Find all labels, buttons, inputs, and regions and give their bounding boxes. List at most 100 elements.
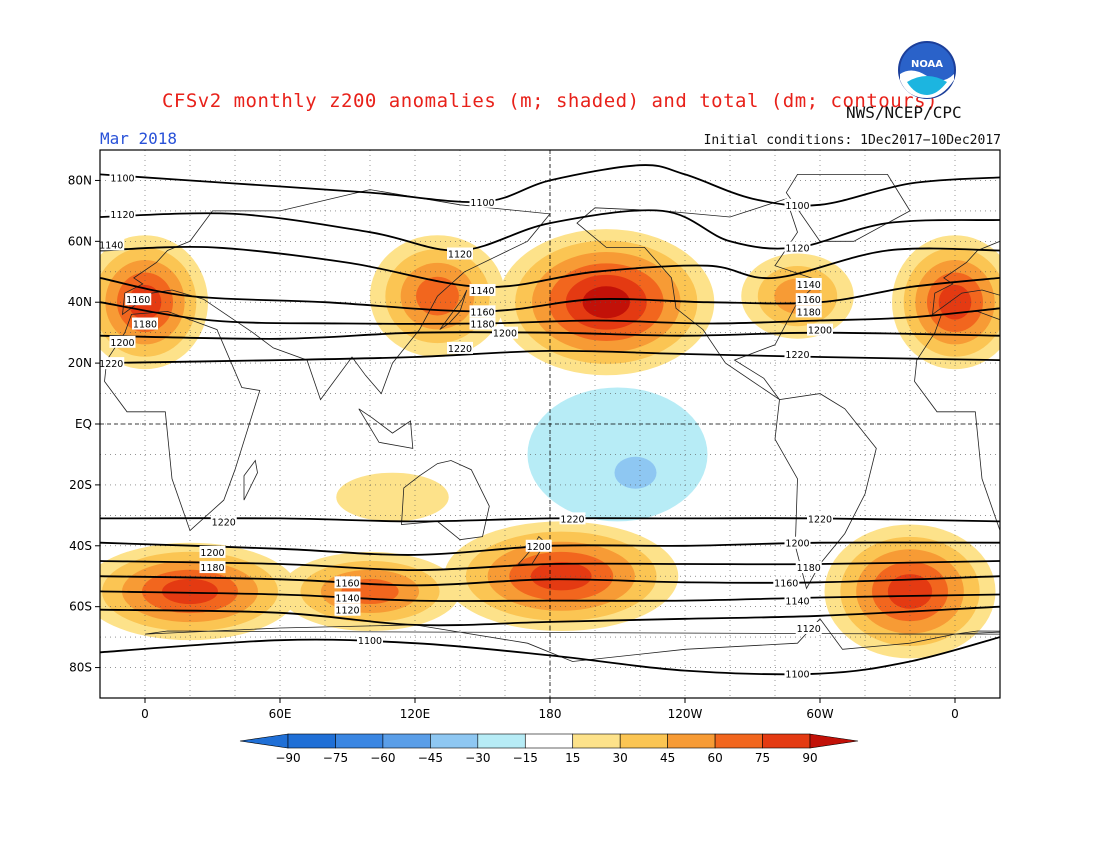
noaa-logo-icon: NOAA (898, 41, 956, 99)
colorbar-label: 15 (565, 751, 580, 765)
contour-label-1100: 1100 (785, 670, 809, 681)
y-tick-label: 60N (68, 234, 92, 248)
coastline-5 (785, 174, 911, 242)
coastlines (104, 174, 1000, 662)
contour-label-1100: 1100 (470, 198, 494, 209)
initial-conditions: Initial conditions: 1Dec2017−10Dec2017 (703, 133, 1001, 148)
contour-label-box (795, 621, 822, 634)
contour-label-1180: 1180 (797, 563, 821, 574)
colorbar-low-arrow (239, 733, 289, 749)
anomaly-blob-5-4 (162, 578, 218, 605)
colorbar-segment (667, 733, 716, 749)
map-title: CFSv2 monthly z200 anomalies (m; shaded)… (161, 90, 939, 112)
contour-label-1200: 1200 (110, 338, 134, 349)
anomaly-blob-7-4 (530, 562, 592, 591)
contour-label-box (784, 241, 811, 254)
contour-label-box (795, 305, 822, 318)
contour-label-1120: 1120 (335, 606, 359, 617)
colorbar-label: 45 (660, 751, 675, 765)
x-tick-label: 60E (269, 707, 292, 721)
colorbar-label: −60 (370, 751, 395, 765)
x-tick-label: 0 (141, 707, 149, 721)
colorbar-label: −45 (418, 751, 443, 765)
colorbar-segment (524, 733, 574, 749)
contour-label-1220: 1220 (448, 344, 472, 355)
colorbar-label: −75 (323, 751, 348, 765)
contour-label-1120: 1120 (448, 250, 472, 261)
contour-label-1140: 1140 (797, 280, 821, 291)
contour-label-1160: 1160 (335, 578, 359, 589)
contour-label-1100: 1100 (358, 636, 382, 647)
coastline-6 (144, 618, 956, 662)
colorbar-segment (572, 733, 621, 749)
contour-label-1120: 1120 (110, 210, 134, 221)
colorbar-high-arrow (809, 733, 859, 749)
contour-label-1180: 1180 (797, 307, 821, 318)
contour-label-box (492, 326, 518, 339)
colorbar-label: −15 (513, 751, 538, 765)
contour-label-1120: 1120 (797, 624, 821, 635)
contour-label-box (525, 539, 552, 552)
contour-1120 (100, 605, 1000, 627)
contour-label-box (807, 512, 833, 525)
colorbar-label: −90 (275, 751, 300, 765)
contour-label-box (98, 238, 125, 251)
contour-1160 (100, 575, 1000, 587)
contour-label-box (469, 195, 496, 208)
y-tick-label: 60S (69, 600, 92, 614)
contour-label-1220: 1220 (808, 514, 832, 525)
x-tick-label: 120E (400, 707, 431, 721)
colorbar-segment (335, 733, 384, 749)
contour-label-box (795, 277, 822, 290)
contour-label-box (784, 347, 811, 360)
colorbar-label: −30 (465, 751, 490, 765)
colorbar-segment (477, 733, 526, 749)
contour-label-1220: 1220 (212, 517, 236, 528)
forecast-month: Mar 2018 (100, 129, 178, 148)
contour-label-1200: 1200 (200, 548, 224, 559)
coastline-3 (576, 198, 821, 400)
contour-label-box (334, 576, 361, 589)
contour-label-1180: 1180 (470, 320, 494, 331)
contour-label-box (199, 561, 226, 574)
colorbar-segment (382, 733, 431, 749)
coastline-wrap-1 (932, 240, 1000, 316)
contour-label-box (357, 634, 383, 647)
coastline-10 (358, 408, 414, 449)
contour-label-1220: 1220 (785, 350, 809, 361)
contour-label-box (334, 591, 361, 604)
contour-label-1220: 1220 (560, 514, 584, 525)
coastline-4 (774, 393, 877, 590)
contour-label-1120: 1120 (785, 243, 809, 254)
colorbar-segment (619, 733, 668, 749)
y-tick-label: EQ (75, 417, 92, 431)
colorbar-segment (714, 733, 763, 749)
contour-label-box (773, 576, 800, 589)
colorbar-label: 90 (802, 751, 817, 765)
coastline-0 (104, 310, 261, 532)
contour-label-1100: 1100 (785, 201, 809, 212)
coastline-wrap-0 (914, 310, 1000, 532)
contour-label-box (559, 512, 586, 525)
contour-label-box (469, 284, 496, 297)
contour-label-box (447, 247, 473, 260)
longitude-ticks: 0 60E 120E 180 120W 60W 0 (141, 698, 959, 721)
contour-1180 (100, 301, 1000, 325)
latitude-ticks: 80N 60N 40N 20N EQ 20S 40S 60S 80S (68, 173, 100, 675)
contour-label-box (795, 561, 822, 574)
y-tick-label: 40S (69, 539, 92, 553)
contour-label-1200: 1200 (527, 542, 551, 553)
contour-1120 (100, 209, 1000, 252)
contour-1100 (100, 636, 1000, 676)
y-tick-label: 40N (68, 295, 92, 309)
contour-label-1200: 1200 (808, 326, 832, 337)
contour-label-box (784, 198, 811, 211)
coastline-2 (401, 460, 490, 541)
colorbar-label: 60 (707, 751, 722, 765)
contour-label-1140: 1140 (335, 594, 359, 605)
contour-labels: 1100 1100 1100 1100 1100 1120 1120 1120 1120 1120… (98, 171, 833, 681)
anomaly-blob-8-4 (887, 574, 933, 609)
contour-label-1140: 1140 (99, 240, 123, 251)
anomaly-blob-3-5 (582, 286, 630, 319)
